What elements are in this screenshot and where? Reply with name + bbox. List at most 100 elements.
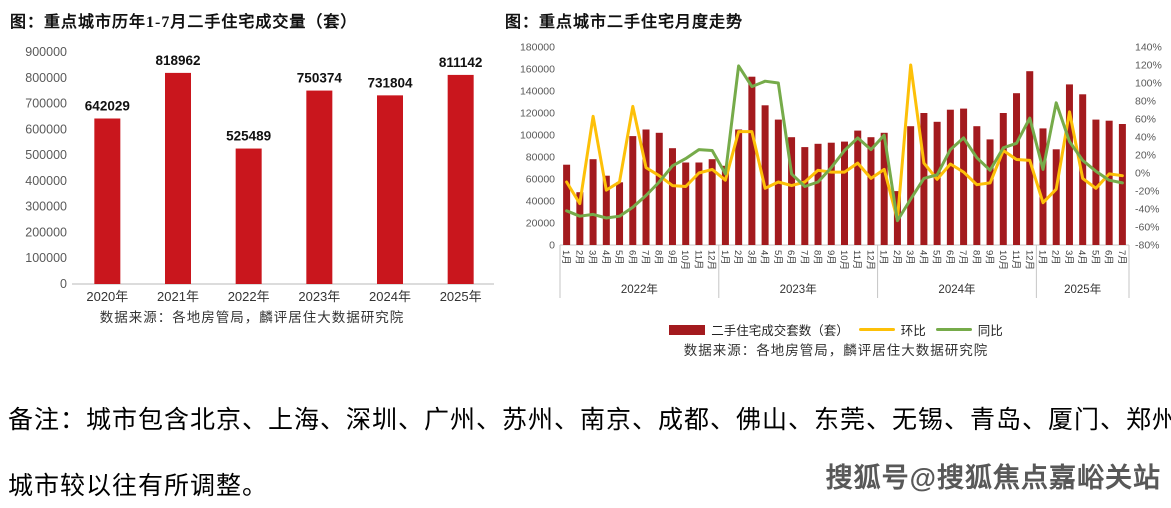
legend-label: 二手住宅成交套数（套） <box>711 324 849 338</box>
y-axis-tick-label: 400000 <box>25 174 67 188</box>
monthly-bar <box>841 141 848 245</box>
note-line-2: 城市较以往有所调整。 <box>8 473 269 500</box>
y-axis-tick-label: 100000 <box>25 251 67 265</box>
monthly-bar <box>867 137 875 245</box>
month-tick-label: 2月 <box>1050 250 1061 265</box>
bar-value-label: 525489 <box>226 129 271 144</box>
bar-value-label: 642029 <box>85 98 130 113</box>
month-tick-label: 2月 <box>732 250 743 265</box>
monthly-bar <box>1118 124 1126 245</box>
monthly-bar <box>854 130 862 245</box>
legend-bar-swatch <box>669 324 706 335</box>
left-axis-tick-label: 100000 <box>520 130 555 142</box>
monthly-bar <box>814 143 822 245</box>
left-axis-tick-label: 0 <box>549 240 555 252</box>
annual-sales-chart-panel: 图：重点城市历年1-7月二手住宅成交量（套） 0 100000 200000 3000… <box>10 8 494 326</box>
monthly-bar <box>1105 120 1113 245</box>
month-tick-label: 2月 <box>891 250 902 265</box>
right-axis-tick-label: 140% <box>1135 42 1162 54</box>
right-axis-tick-label: 120% <box>1135 60 1162 72</box>
x-axis-category-label: 2022年 <box>228 289 270 304</box>
month-tick-label: 7月 <box>957 250 968 265</box>
monthly-bar <box>668 148 676 245</box>
legend-item-mom: 环比 <box>858 320 926 339</box>
watermark-text: 搜狐号@搜狐焦点嘉峪关站 <box>825 463 1161 493</box>
bar-2023年 <box>306 90 333 285</box>
monthly-bar <box>602 175 610 245</box>
monthly-bar <box>1039 128 1047 245</box>
y-axis-tick-label: 900000 <box>25 45 67 59</box>
monthly-trend-chart-panel: 图：重点城市二手住宅月度走势 0 20000 40000 60000 80000 1000… <box>505 8 1167 359</box>
left-axis-tick-label: 180000 <box>520 42 555 54</box>
monthly-bar <box>999 113 1007 245</box>
monthly-bar <box>1026 71 1034 245</box>
y-axis-tick-label: 600000 <box>25 122 67 136</box>
year-group-label: 2023年 <box>780 282 817 296</box>
monthly-bar <box>907 126 915 245</box>
right-axis-tick-label: -80% <box>1135 240 1160 252</box>
legend-item-bars: 二手住宅成交套数（套） <box>669 320 849 339</box>
monthly-bar <box>748 76 756 245</box>
right-axis-tick-label: 100% <box>1135 78 1162 90</box>
year-group-label: 2025年 <box>1064 282 1101 296</box>
month-tick-label: 9月 <box>825 250 836 265</box>
monthly-bar <box>589 159 597 245</box>
month-tick-label: 7月 <box>798 250 809 265</box>
y-axis-tick-label: 800000 <box>25 71 67 85</box>
month-tick-label: 4月 <box>1076 250 1087 265</box>
bar-2022年 <box>235 148 262 284</box>
month-tick-label: 3月 <box>587 250 598 265</box>
monthly-bar <box>629 136 637 245</box>
bar-2020年 <box>94 118 121 284</box>
month-tick-label: 5月 <box>1089 250 1100 265</box>
bar-2021年 <box>165 72 191 284</box>
annual-chart-source: 数据来源：各地房管局，麟评居住大数据研究院 <box>99 310 405 325</box>
month-tick-label: 3月 <box>904 250 915 265</box>
left-axis-tick-label: 160000 <box>520 64 555 76</box>
monthly-bar <box>721 165 729 245</box>
month-tick-label: 10月 <box>997 250 1008 270</box>
legend-line-swatch <box>858 327 895 332</box>
month-tick-label: 12月 <box>864 250 875 270</box>
left-axis-tick-label: 140000 <box>520 86 555 98</box>
monthly-bar <box>946 109 954 245</box>
left-axis-tick-label: 80000 <box>526 152 555 164</box>
bar-value-label: 731804 <box>367 75 413 90</box>
left-axis-tick-label: 60000 <box>526 174 555 186</box>
month-tick-label: 1月 <box>719 250 730 265</box>
monthly-bar <box>880 132 888 245</box>
bar-2025年 <box>447 74 474 285</box>
month-tick-label: 5月 <box>772 250 783 265</box>
note-line-1: 备注：城市包含北京、上海、深圳、广州、苏州、南京、成都、佛山、东莞、无锡、青岛、… <box>8 407 1171 434</box>
monthly-bar <box>827 142 835 245</box>
left-axis-tick-label: 120000 <box>520 108 555 120</box>
bar-value-label: 818962 <box>155 53 200 68</box>
annual-chart-title: 图：重点城市历年1-7月二手住宅成交量（套） <box>10 14 358 31</box>
month-tick-label: 11月 <box>851 250 862 269</box>
legend-line-swatch <box>935 327 972 332</box>
month-tick-label: 5月 <box>931 250 942 265</box>
x-axis-category-label: 2020年 <box>86 289 128 304</box>
x-axis-category-label: 2023年 <box>298 289 340 304</box>
monthly-bar <box>642 129 650 245</box>
month-tick-label: 7月 <box>1116 250 1127 265</box>
monthly-bar <box>695 162 703 245</box>
monthly-bar <box>788 137 796 245</box>
left-axis-tick-label: 20000 <box>526 218 555 230</box>
bar-value-label: 750374 <box>297 71 343 86</box>
right-axis-tick-label: 40% <box>1135 132 1156 144</box>
month-tick-label: 5月 <box>613 250 624 265</box>
right-axis-tick-label: -60% <box>1135 222 1160 234</box>
monthly-bar <box>576 192 584 245</box>
monthly-bar <box>1052 149 1060 245</box>
monthly-bar <box>801 147 809 245</box>
month-tick-label: 4月 <box>917 250 928 265</box>
month-tick-label: 6月 <box>1103 250 1114 265</box>
monthly-chart-source: 数据来源：各地房管局，麟评居住大数据研究院 <box>683 343 989 358</box>
monthly-bar <box>1092 119 1100 245</box>
y-axis-tick-label: 500000 <box>25 148 67 162</box>
month-tick-label: 1月 <box>560 250 571 265</box>
month-tick-label: 4月 <box>759 250 770 265</box>
month-tick-label: 8月 <box>970 250 981 265</box>
monthly-bar <box>563 164 571 245</box>
